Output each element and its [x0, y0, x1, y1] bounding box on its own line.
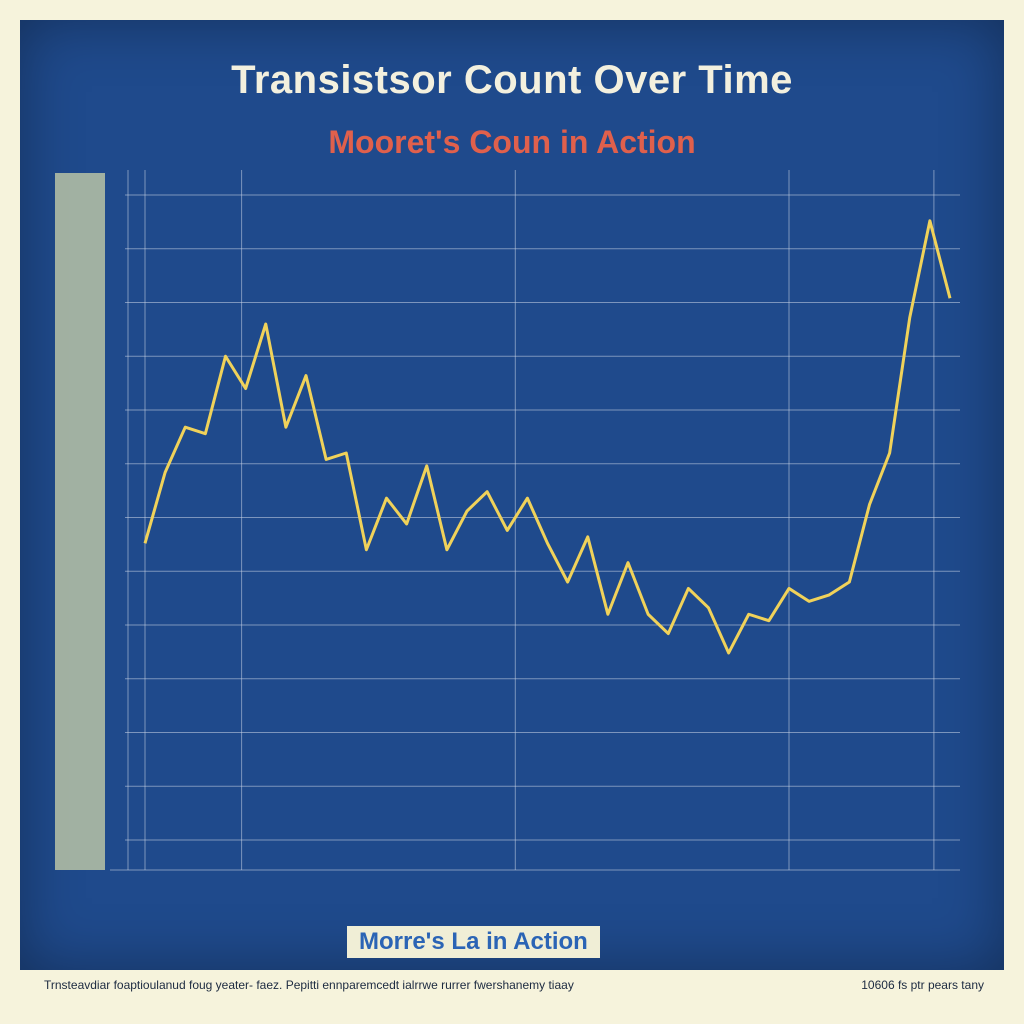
chart-series: [143, 219, 952, 655]
chart-panel: [20, 20, 1004, 970]
series-line-0: [143, 219, 952, 655]
legend-label: Morre's La in Action: [347, 926, 600, 958]
footer-note: 10606 fs ptr pears tany: [861, 978, 984, 992]
chart-title: Transistsor Count Over Time: [231, 58, 793, 102]
footer-caption: Trnsteavdiar foaptioulanud foug yeater- …: [44, 978, 574, 992]
chart-grid: [110, 170, 960, 871]
chart-subtitle: Mooret's Coun in Action: [328, 124, 696, 160]
y-axis-strip: [55, 173, 105, 870]
